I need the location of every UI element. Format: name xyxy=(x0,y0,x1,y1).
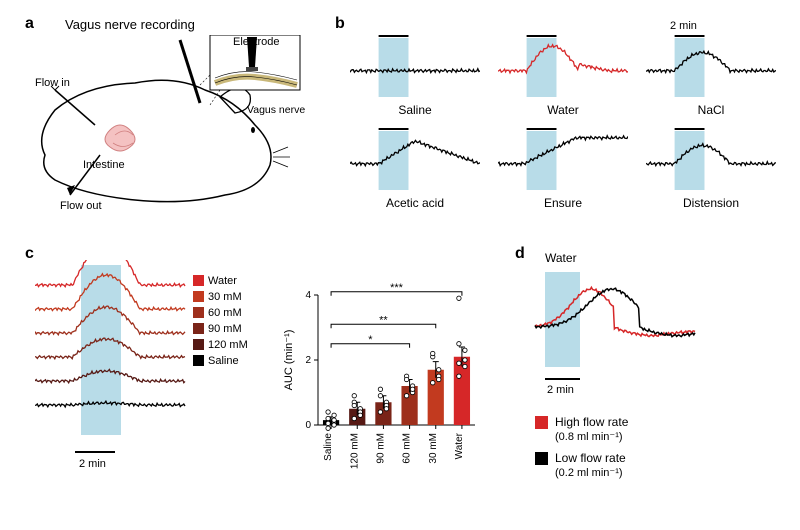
trace-label: Saline xyxy=(350,103,480,117)
svg-text:Water: Water xyxy=(208,275,237,287)
trace-nacl xyxy=(646,35,776,100)
figure: a Vagus nerve recording Electr xyxy=(15,15,785,515)
svg-text:60 mM: 60 mM xyxy=(208,307,242,319)
svg-text:*: * xyxy=(368,334,373,346)
svg-text:Water: Water xyxy=(454,432,465,459)
panel-c-barchart: 0 2 4 AUC (min⁻¹) Saline 120 mM 90 mM 60 mM 30 m… xyxy=(280,260,485,505)
svg-text:90 mM: 90 mM xyxy=(208,323,242,335)
svg-text:4: 4 xyxy=(305,290,311,301)
svg-text:120 mM: 120 mM xyxy=(349,433,360,469)
svg-text:Saline: Saline xyxy=(208,355,239,367)
panel-c-label: c xyxy=(25,245,34,263)
svg-text:30 mM: 30 mM xyxy=(428,433,439,464)
trace-label: Ensure xyxy=(498,196,628,210)
panel-b-label: b xyxy=(335,15,345,33)
panel-d-traces: 2 min xyxy=(525,267,715,397)
panel-b-scale: 2 min xyxy=(670,20,697,32)
trace-label: Distension xyxy=(646,196,776,210)
svg-text:60 mM: 60 mM xyxy=(402,433,413,464)
legend-item: High flow rate(0.8 ml min⁻¹) xyxy=(535,415,628,443)
trace-label: NaCl xyxy=(646,103,776,117)
svg-text:90 mM: 90 mM xyxy=(375,433,386,464)
legend-swatch xyxy=(535,452,548,465)
legend-swatch xyxy=(535,416,548,429)
panel-a-diagram: Electrode xyxy=(25,35,305,215)
legend-label: High flow rate(0.8 ml min⁻¹) xyxy=(555,415,628,443)
electrode-label: Electrode xyxy=(233,36,279,48)
svg-text:2: 2 xyxy=(305,355,311,366)
trace-ensure xyxy=(498,128,628,193)
panel-d-title: Water xyxy=(545,251,577,265)
svg-text:Saline: Saline xyxy=(323,433,334,461)
panel-d-label: d xyxy=(515,245,525,263)
trace-water xyxy=(498,35,628,100)
legend-label: Low flow rate(0.2 ml min⁻¹) xyxy=(555,451,626,479)
svg-text:30 mM: 30 mM xyxy=(208,291,242,303)
legend-item: Low flow rate(0.2 ml min⁻¹) xyxy=(535,451,628,479)
svg-text:***: *** xyxy=(390,282,404,294)
panel-a-title: Vagus nerve recording xyxy=(65,17,195,32)
vagus-label: Vagus nerve xyxy=(247,104,305,116)
trace-distension xyxy=(646,128,776,193)
flow-in-label: Flow in xyxy=(35,77,70,89)
flow-out-label: Flow out xyxy=(60,200,102,212)
panel-d-legend: High flow rate(0.8 ml min⁻¹) Low flow rat… xyxy=(535,415,628,487)
svg-text:120 mM: 120 mM xyxy=(208,339,248,351)
trace-saline xyxy=(350,35,480,100)
panel-a-label: a xyxy=(25,15,34,33)
trace-label: Acetic acid xyxy=(350,196,480,210)
trace-acetic-acid xyxy=(350,128,480,193)
trace-label: Water xyxy=(498,103,628,117)
panel-c-traces: Water 30 mM 60 mM 90 mM 120 mM Saline 2 min xyxy=(35,260,265,475)
svg-text:2 min: 2 min xyxy=(79,458,106,470)
svg-text:AUC (min⁻¹): AUC (min⁻¹) xyxy=(283,330,295,391)
svg-text:0: 0 xyxy=(305,420,311,431)
svg-text:**: ** xyxy=(379,314,388,326)
svg-text:2 min: 2 min xyxy=(547,384,574,396)
intestine-label: Intestine xyxy=(83,159,125,171)
